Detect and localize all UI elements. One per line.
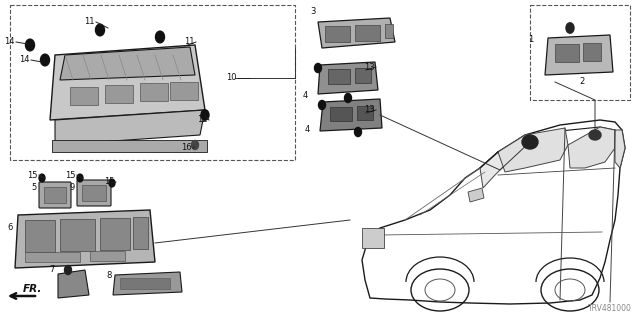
Bar (362, 228, 384, 248)
Bar (385, 24, 393, 38)
Bar (133, 217, 148, 249)
Text: 15: 15 (104, 178, 115, 187)
Text: 13: 13 (364, 62, 375, 71)
Text: 2: 2 (579, 77, 584, 86)
Text: 11: 11 (184, 37, 195, 46)
Bar (357, 106, 373, 120)
Ellipse shape (109, 179, 115, 187)
Polygon shape (545, 35, 613, 75)
Ellipse shape (39, 174, 45, 182)
Bar (105, 85, 133, 103)
Ellipse shape (566, 23, 574, 33)
Bar (10, 5, 295, 160)
Bar (583, 43, 601, 61)
Text: 12: 12 (198, 116, 208, 124)
Bar (60, 219, 95, 251)
Ellipse shape (319, 100, 326, 109)
Ellipse shape (589, 130, 601, 140)
Ellipse shape (191, 140, 198, 149)
Ellipse shape (95, 24, 104, 36)
Text: 5: 5 (32, 183, 37, 193)
Text: 4: 4 (305, 125, 310, 134)
Text: 8: 8 (107, 271, 112, 281)
Bar (25, 252, 80, 262)
Polygon shape (318, 18, 395, 48)
Text: 16: 16 (181, 143, 192, 153)
Bar (328, 69, 350, 84)
Text: 15: 15 (65, 171, 76, 180)
Polygon shape (15, 210, 155, 268)
Polygon shape (60, 47, 195, 80)
Bar (355, 25, 380, 41)
Polygon shape (113, 272, 182, 295)
Polygon shape (498, 128, 568, 172)
Polygon shape (320, 99, 382, 131)
Ellipse shape (201, 110, 209, 120)
Bar (325, 26, 350, 42)
Bar (140, 83, 168, 101)
Ellipse shape (522, 135, 538, 149)
Text: 1: 1 (528, 36, 533, 44)
Ellipse shape (314, 63, 321, 73)
Text: 9: 9 (70, 183, 75, 193)
Text: 11: 11 (84, 18, 95, 27)
Ellipse shape (355, 127, 362, 137)
Bar (100, 218, 130, 250)
Polygon shape (318, 62, 378, 94)
Ellipse shape (26, 39, 35, 51)
Bar (44, 187, 66, 203)
Bar (120, 278, 170, 289)
Polygon shape (58, 270, 89, 298)
FancyBboxPatch shape (39, 182, 71, 208)
Bar (90, 251, 125, 261)
Text: 14: 14 (19, 55, 30, 65)
Bar (530, 5, 630, 100)
Bar (25, 220, 55, 252)
Text: 4: 4 (303, 91, 308, 100)
Polygon shape (50, 45, 205, 120)
Bar (555, 44, 579, 62)
Bar (330, 107, 352, 121)
Bar (70, 87, 98, 105)
Ellipse shape (156, 31, 164, 43)
FancyBboxPatch shape (77, 180, 111, 206)
Text: 7: 7 (50, 266, 55, 275)
Text: 3: 3 (310, 7, 316, 17)
Text: TRV481000: TRV481000 (588, 304, 632, 313)
Text: 14: 14 (4, 37, 15, 46)
Text: 6: 6 (8, 223, 13, 233)
Bar (355, 68, 371, 83)
Text: 15: 15 (28, 171, 38, 180)
Polygon shape (55, 110, 205, 145)
Text: 10: 10 (227, 74, 237, 83)
Polygon shape (468, 188, 484, 202)
Polygon shape (568, 127, 615, 168)
Ellipse shape (344, 93, 351, 102)
Bar (82, 185, 106, 201)
Bar (170, 82, 198, 100)
Bar (52, 140, 207, 152)
Text: FR.: FR. (22, 284, 42, 294)
Polygon shape (615, 130, 625, 168)
Ellipse shape (40, 54, 49, 66)
Text: 13: 13 (364, 106, 375, 115)
Polygon shape (480, 135, 525, 188)
Ellipse shape (65, 266, 72, 275)
Ellipse shape (77, 174, 83, 182)
